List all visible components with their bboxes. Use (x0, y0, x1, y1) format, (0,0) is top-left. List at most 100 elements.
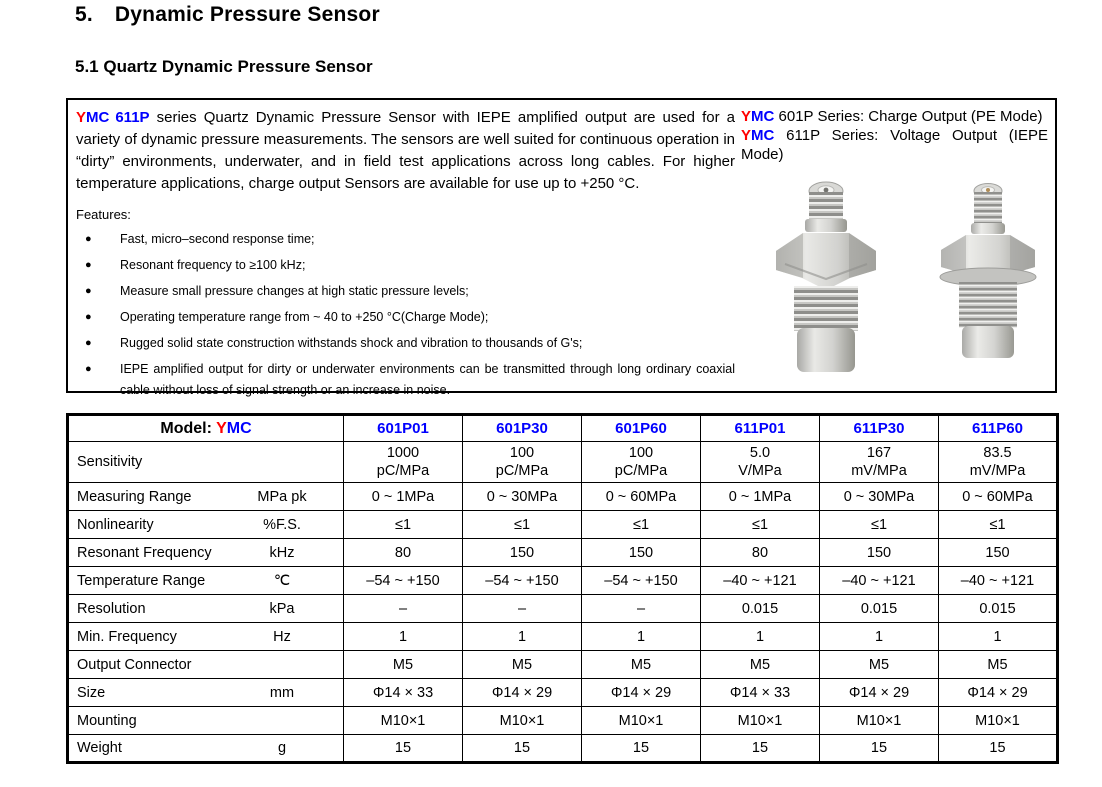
param-label: Temperature Range (77, 572, 206, 589)
spec-value: ≤1 (700, 510, 820, 539)
section-title: Dynamic Pressure Sensor (114, 3, 380, 26)
column-header: 601P30 (462, 414, 582, 442)
param-cell: Resonant Frequency kHz (67, 538, 344, 567)
spec-value: 0 ~ 60MPa (938, 482, 1058, 511)
column-header: 601P01 (343, 414, 463, 442)
product-description-box: YMC 611P series Quartz Dynamic Pressure S… (66, 98, 1057, 397)
param-cell: Nonlinearity %F.S. (67, 510, 344, 539)
spec-value: 15 (819, 734, 939, 763)
spec-value: 1 (819, 622, 939, 651)
brand-mc: MC (86, 109, 110, 126)
param-label: Sensitivity (77, 454, 143, 470)
series-column: YMC 601P Series: Charge Output (PE Mode)… (737, 100, 1055, 391)
spec-value: ≤1 (462, 510, 582, 539)
spec-value: M5 (938, 650, 1058, 679)
sensor-image-601p (776, 181, 876, 372)
model-header-cell: Model: YMC (67, 414, 344, 442)
param-unit: mm (269, 684, 295, 701)
section-number: 5. (75, 3, 93, 26)
spec-value: 150 (581, 538, 701, 567)
param-unit: %F.S. (263, 516, 301, 533)
spec-row-output-connector: Output Connector M5 M5 M5 M5 M5 M5 (67, 650, 1058, 679)
series-note-601p: YMC 601P Series: Charge Output (PE Mode) (741, 107, 1048, 126)
spec-value: 1000 pC/MPa (343, 441, 463, 483)
spec-value: 1 (938, 622, 1058, 651)
spec-value: 0.015 (819, 594, 939, 623)
feature-item: Measure small pressure changes at high s… (76, 281, 735, 302)
spec-row-sensitivity: Sensitivity 1000 pC/MPa 100 pC/MPa 100 p… (67, 441, 1058, 483)
spec-value: 1 (462, 622, 582, 651)
param-unit: MPa pk (257, 488, 307, 505)
param-label: Resolution (77, 600, 146, 617)
brand-mc: MC (751, 108, 775, 125)
param-unit: kHz (269, 544, 295, 561)
spec-value: M10×1 (938, 706, 1058, 735)
spec-header-row: Model: YMC 601P01 601P30 601P60 611P01 6… (67, 414, 1058, 442)
spec-value: Φ14 × 33 (343, 678, 463, 707)
spec-value: 150 (819, 538, 939, 567)
param-cell: Output Connector (67, 650, 344, 679)
param-cell: Resolution kPa (67, 594, 344, 623)
spec-value: M5 (581, 650, 701, 679)
spec-value: 0 ~ 30MPa (819, 482, 939, 511)
spec-value: – (462, 594, 582, 623)
spec-value: Φ14 × 29 (819, 678, 939, 707)
spec-value: 15 (343, 734, 463, 763)
spec-value: 80 (343, 538, 463, 567)
param-cell: Temperature Range ℃ (67, 566, 344, 595)
param-unit: ℃ (273, 572, 291, 589)
model-label: Model: (160, 419, 217, 437)
spec-value: 5.0 V/MPa (700, 441, 820, 483)
spec-row-resolution: Resolution kPa – – – 0.015 0.015 0.015 (67, 594, 1058, 623)
feature-item: Operating temperature range from ~ 40 to… (76, 307, 735, 328)
spec-value: 15 (581, 734, 701, 763)
spec-row-mounting: Mounting M10×1 M10×1 M10×1 M10×1 M10×1 M… (67, 706, 1058, 735)
intro-text: series Quartz Dynamic Pressure Sensor wi… (76, 109, 735, 192)
spec-value: –54 ~ +150 (462, 566, 582, 595)
series-note-611p: YMC 611P Series: Voltage Output (IEPE Mo… (741, 126, 1048, 164)
features-label: Features: (76, 207, 131, 222)
spec-value: –40 ~ +121 (819, 566, 939, 595)
param-unit: g (277, 740, 287, 756)
spec-value: 0 ~ 1MPa (343, 482, 463, 511)
spec-row-weight: Weight g 15 15 15 15 15 15 (67, 734, 1058, 763)
spec-value: Φ14 × 29 (938, 678, 1058, 707)
spec-value: 150 (938, 538, 1058, 567)
spec-value: M10×1 (581, 706, 701, 735)
description-column: YMC 611P series Quartz Dynamic Pressure S… (68, 100, 737, 397)
series-note-text: 611P Series: Voltage Output (IEPE Mode) (741, 127, 1048, 163)
spec-value: M10×1 (700, 706, 820, 735)
spec-value: M5 (819, 650, 939, 679)
spec-row-nonlinearity: Nonlinearity %F.S. ≤1 ≤1 ≤1 ≤1 ≤1 ≤1 (67, 510, 1058, 539)
param-label: Measuring Range (77, 488, 192, 505)
spec-value: 1 (581, 622, 701, 651)
spec-value: M5 (462, 650, 582, 679)
spec-value: M10×1 (343, 706, 463, 735)
spec-value: Φ14 × 33 (700, 678, 820, 707)
page-title: 5. Dynamic Pressure Sensor (75, 3, 380, 27)
spec-value: ≤1 (819, 510, 939, 539)
param-cell: Sensitivity (67, 441, 344, 483)
param-label: Output Connector (77, 656, 192, 673)
spec-value: 0 ~ 1MPa (700, 482, 820, 511)
param-unit: Hz (273, 628, 291, 645)
brand-y: Y (741, 108, 752, 125)
features-list: Fast, micro–second response time; Resona… (76, 229, 735, 401)
spec-value: –54 ~ +150 (343, 566, 463, 595)
param-unit: kPa (269, 600, 295, 617)
spec-value: 83.5 mV/MPa (938, 441, 1058, 483)
column-header: 611P60 (938, 414, 1058, 442)
spec-value: M5 (343, 650, 463, 679)
param-label: Resonant Frequency (77, 544, 212, 561)
spec-value: – (343, 594, 463, 623)
param-label: Weight (77, 740, 122, 756)
spec-value: –40 ~ +121 (700, 566, 820, 595)
spec-value: 0.015 (938, 594, 1058, 623)
spec-value: –54 ~ +150 (581, 566, 701, 595)
spec-row-size: Size mm Φ14 × 33 Φ14 × 29 Φ14 × 29 Φ14 × … (67, 678, 1058, 707)
sensor-image-611p (939, 183, 1037, 358)
spec-value: ≤1 (581, 510, 701, 539)
spec-value: Φ14 × 29 (462, 678, 582, 707)
feature-item: IEPE amplified output for dirty or under… (76, 359, 735, 401)
brand-y: Y (216, 419, 227, 437)
